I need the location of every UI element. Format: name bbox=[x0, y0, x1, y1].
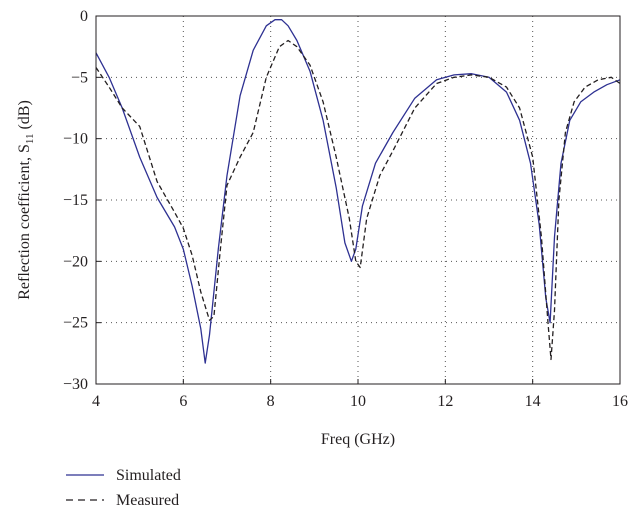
x-tick-label: 4 bbox=[92, 393, 100, 410]
x-tick-label: 6 bbox=[179, 393, 187, 410]
x-tick-label: 16 bbox=[612, 393, 628, 410]
y-axis-label-main: Reflection coefficient, S bbox=[16, 144, 33, 300]
legend: Simulated Measured bbox=[66, 467, 181, 509]
series-measured-line bbox=[95, 39, 621, 361]
x-tick-label: 14 bbox=[525, 393, 541, 410]
legend-label-measured: Measured bbox=[116, 492, 179, 509]
y-axis-label-unit: (dB) bbox=[16, 100, 33, 133]
y-axis-label-subscript: 11 bbox=[24, 134, 36, 145]
y-axis-label: Reflection coefficient, S11 (dB) bbox=[16, 100, 36, 300]
legend-label-simulated: Simulated bbox=[116, 467, 181, 484]
y-tick-label: −10 bbox=[63, 131, 88, 148]
series-group bbox=[95, 19, 621, 364]
x-tick-label: 10 bbox=[350, 393, 366, 410]
axes: 4 6 8 10 12 14 16 0 −5 −10 −15 −20 −25 −30 bbox=[63, 8, 628, 410]
y-tick-label: −15 bbox=[63, 192, 88, 209]
x-axis-label: Freq (GHz) bbox=[321, 431, 395, 448]
y-tick-label: 0 bbox=[80, 8, 88, 25]
y-tick-label: −5 bbox=[71, 69, 88, 86]
grid bbox=[96, 16, 620, 384]
y-tick-label: −20 bbox=[63, 253, 88, 270]
y-tick-label: −25 bbox=[63, 315, 88, 332]
x-tick-label: 12 bbox=[437, 393, 453, 410]
y-tick-label: −30 bbox=[63, 376, 88, 393]
x-tick-label: 8 bbox=[267, 393, 275, 410]
